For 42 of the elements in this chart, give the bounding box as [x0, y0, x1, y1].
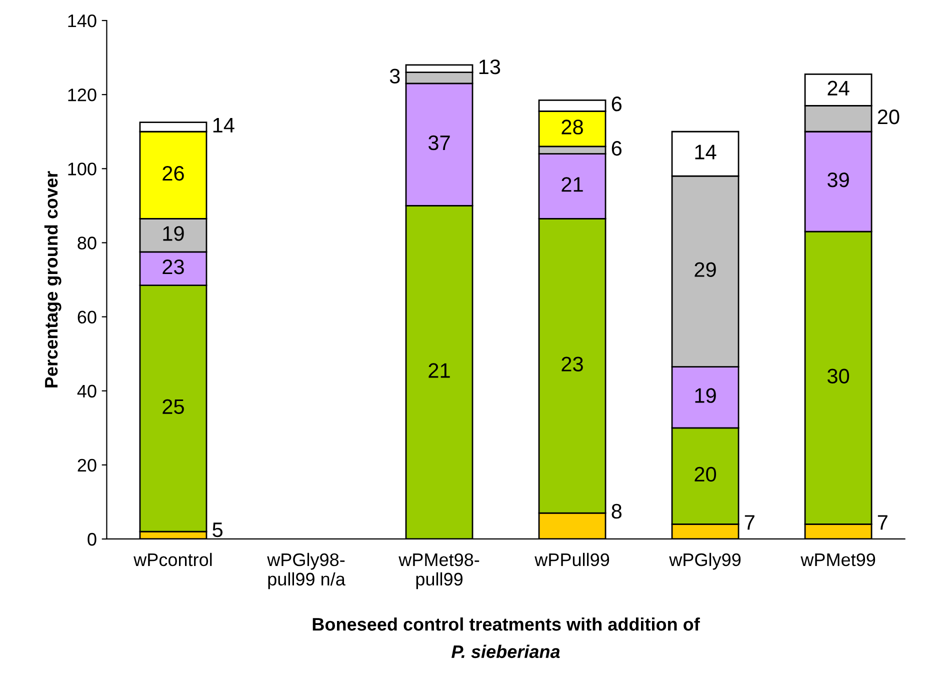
annotation: 14	[695, 144, 716, 160]
annotation: 28	[562, 120, 583, 134]
annotation: 23	[562, 356, 583, 372]
annotation: 21	[428, 363, 450, 378]
annotation: 7	[744, 515, 754, 530]
annotation: 39	[828, 172, 849, 188]
annotation: 25	[162, 399, 184, 414]
x-tick-label: wPcontrol	[134, 552, 212, 566]
annotation: 14	[213, 118, 234, 132]
annotation: 21	[562, 177, 583, 192]
annotation: 3	[390, 68, 400, 84]
annotation: 37	[428, 135, 450, 150]
y-tick-label: 20	[78, 458, 96, 472]
y-tick-label: 140	[68, 14, 96, 28]
y-tick-label: 100	[68, 162, 96, 176]
x-tick-label: wPMet98- pull99	[398, 553, 480, 590]
x-tick-label: wPPull99	[534, 552, 610, 566]
y-tick-label: 60	[78, 310, 96, 324]
annotation: 30	[828, 368, 850, 384]
annotation: 19	[695, 388, 716, 403]
x-tick-label: wPGly99	[669, 552, 741, 570]
y-tick-label: 120	[68, 88, 96, 102]
annotation: 5	[212, 522, 223, 538]
x-axis-title: Boneseed control treatments with addition of P. sieberiana	[312, 617, 700, 658]
annotation: 26	[162, 166, 184, 181]
annotation: 23	[162, 259, 184, 274]
y-tick-label: 40	[77, 384, 96, 398]
x-tick-label: wPMet99	[800, 553, 876, 566]
y-tick-label: 80	[78, 236, 96, 250]
annotation: 24	[828, 80, 850, 96]
annotation: 13	[479, 60, 500, 74]
annotation: 29	[694, 262, 716, 278]
annotation: 20	[878, 110, 900, 124]
annotation: 7	[878, 515, 888, 530]
annotation: 6	[612, 140, 622, 156]
annotation: 6	[612, 96, 622, 112]
annotation: 8	[612, 504, 622, 519]
x-tick-label: wPGly98- pull99 n/a	[267, 552, 346, 590]
annotation: 19	[163, 226, 184, 241]
y-axis-title: Percentage ground cover	[44, 171, 62, 388]
y-tick-label: 0	[88, 532, 96, 546]
annotation: 20	[694, 466, 716, 482]
